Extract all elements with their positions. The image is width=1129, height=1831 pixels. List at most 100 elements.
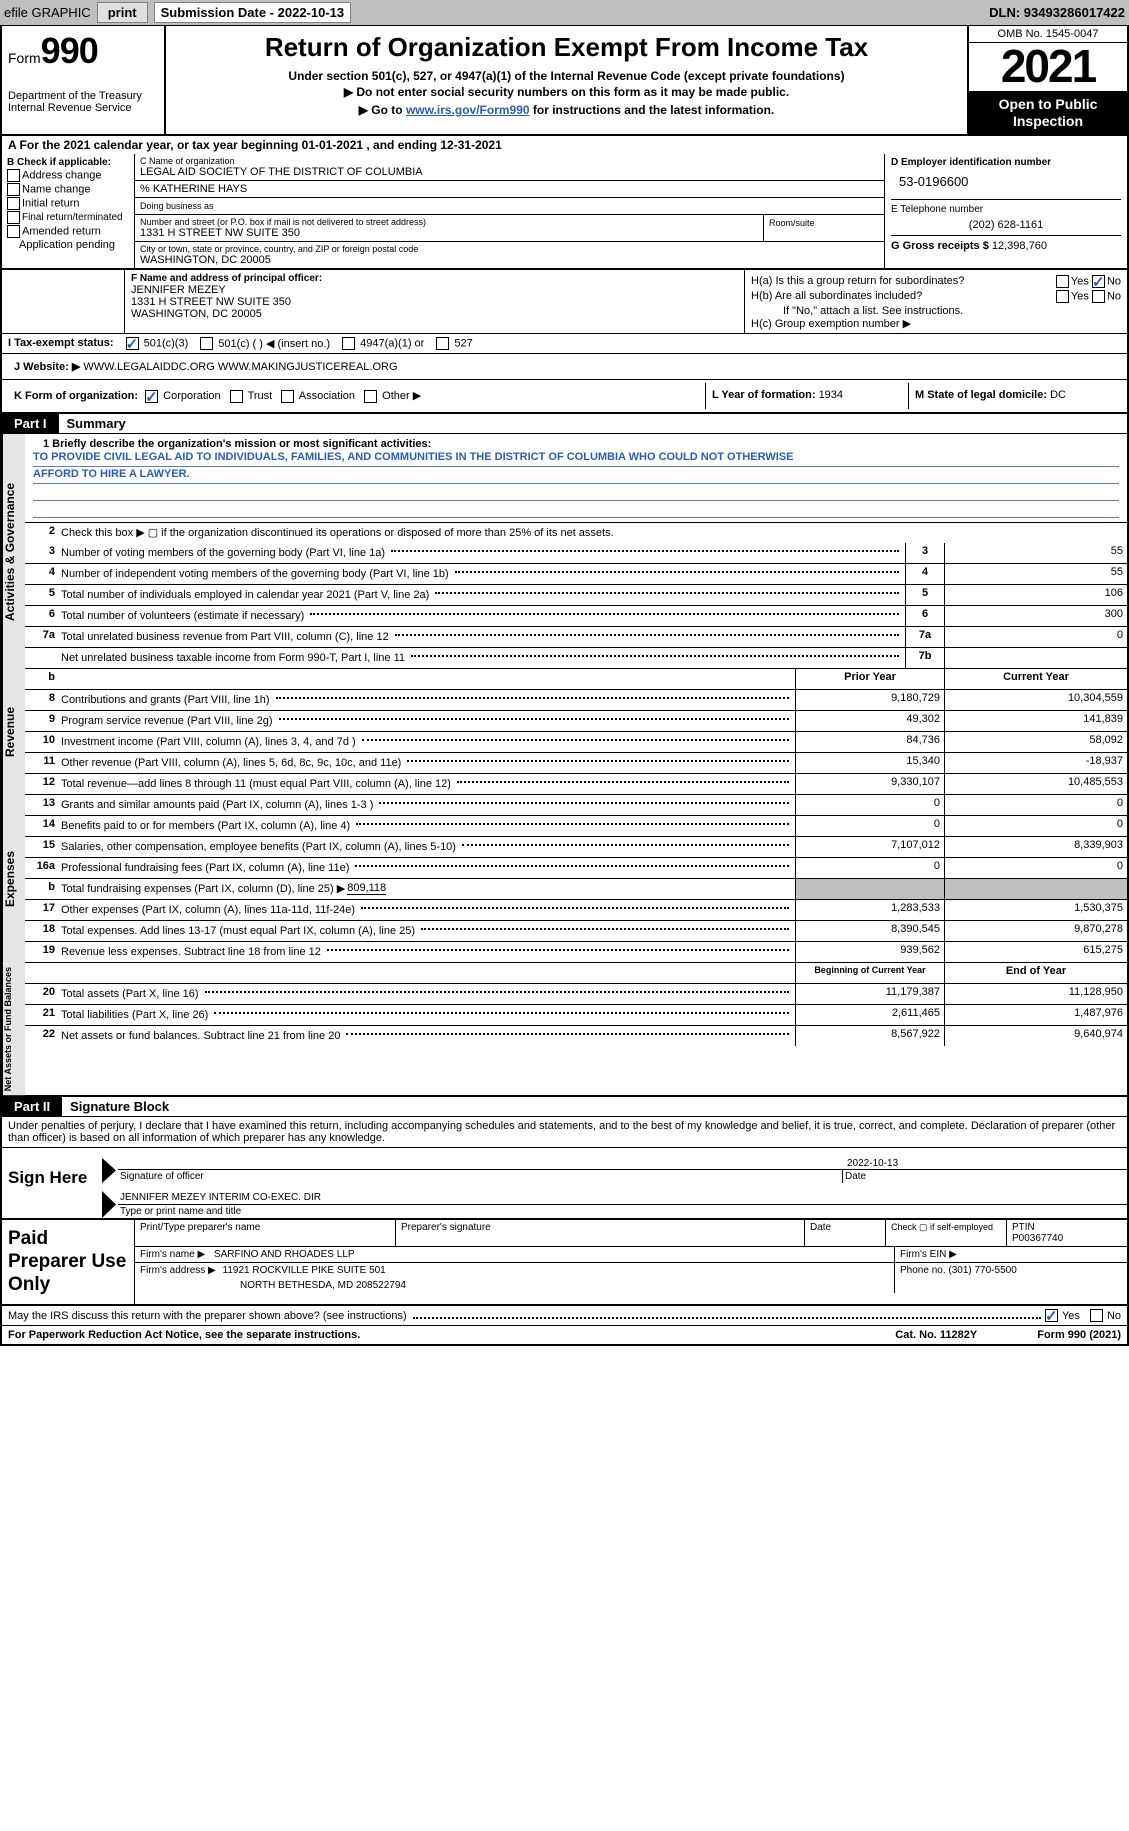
row-box: 4 xyxy=(905,564,944,584)
m-lbl: M State of legal domicile: xyxy=(915,389,1050,401)
row-desc: Total assets (Part X, line 16) xyxy=(59,984,795,1004)
yes-lbl: Yes xyxy=(1071,275,1089,287)
chk-amended-lbl: Amended return xyxy=(22,225,101,237)
street-lbl: Number and street (or P.O. box if mail i… xyxy=(140,217,758,227)
lbl-assoc: Association xyxy=(299,390,355,402)
box-b-label: B Check if applicable: xyxy=(7,157,129,168)
footer-right: Form 990 (2021) xyxy=(1037,1329,1121,1341)
sign-here-lbl: Sign Here xyxy=(2,1148,102,1218)
firm-name-lbl: Firm's name ▶ xyxy=(140,1249,205,1260)
ha-lbl: H(a) Is this a group return for subordin… xyxy=(751,275,1056,287)
chk-501c[interactable] xyxy=(200,337,213,350)
row-desc: Salaries, other compensation, employee b… xyxy=(59,837,795,857)
submission-date-box: Submission Date - 2022-10-13 xyxy=(154,2,352,23)
vtab-gov: Activities & Governance xyxy=(2,434,25,669)
form-990: 990 xyxy=(41,30,98,71)
chk-corp[interactable] xyxy=(145,390,158,403)
rev-section: Revenue b Prior Year Current Year 8Contr… xyxy=(0,669,1129,795)
irs-label: Internal Revenue Service xyxy=(8,102,158,114)
org-name: LEGAL AID SOCIETY OF THE DISTRICT OF COL… xyxy=(140,166,879,178)
sig-date-lbl: Date xyxy=(842,1170,1127,1183)
chk-amended[interactable]: Amended return xyxy=(7,225,129,238)
row-num: 11 xyxy=(25,753,59,773)
table-row: 13Grants and similar amounts paid (Part … xyxy=(25,795,1127,816)
print-button[interactable]: print xyxy=(97,2,148,23)
row-desc: Total number of individuals employed in … xyxy=(59,585,905,605)
line16b-text: Total fundraising expenses (Part IX, col… xyxy=(61,882,345,895)
ha-no[interactable] xyxy=(1092,275,1105,288)
discuss-yes[interactable] xyxy=(1045,1309,1058,1322)
row-prior: 0 xyxy=(795,795,944,815)
row-box: 3 xyxy=(905,543,944,563)
row-prior: 15,340 xyxy=(795,753,944,773)
chk-final[interactable]: Final return/terminated xyxy=(7,211,129,224)
row-desc: Investment income (Part VIII, column (A)… xyxy=(59,732,795,752)
l-val: 1934 xyxy=(819,389,843,401)
efile-label: efile GRAPHIC xyxy=(4,5,91,20)
row-val: 55 xyxy=(944,543,1127,563)
line2: 2 Check this box ▶ ▢ if the organization… xyxy=(25,523,1127,543)
firm-addr2: NORTH BETHESDA, MD 208522794 xyxy=(240,1280,889,1291)
table-row: 6Total number of volunteers (estimate if… xyxy=(25,606,1127,627)
gov-section: Activities & Governance 1 Briefly descri… xyxy=(0,434,1129,669)
row-num: 21 xyxy=(25,1005,59,1025)
row-desc: Benefits paid to or for members (Part IX… xyxy=(59,816,795,836)
chk-527[interactable] xyxy=(436,337,449,350)
chk-4947[interactable] xyxy=(342,337,355,350)
chk-address[interactable]: Address change xyxy=(7,169,129,182)
pp-date-lbl: Date xyxy=(805,1220,886,1246)
discuss-no[interactable] xyxy=(1090,1309,1103,1322)
officer-name: JENNIFER MEZEY xyxy=(131,284,738,296)
row-current: 1,487,976 xyxy=(944,1005,1127,1025)
row-num: 9 xyxy=(25,711,59,731)
hb-no[interactable] xyxy=(1092,290,1105,303)
paid-preparer-block: Paid Preparer Use Only Print/Type prepar… xyxy=(0,1220,1129,1306)
chk-assoc[interactable] xyxy=(281,390,294,403)
firm-addr-lbl: Firm's address ▶ xyxy=(140,1265,216,1276)
chk-pending-lbl: Application pending xyxy=(19,239,115,251)
part2-title: Signature Block xyxy=(62,1097,177,1116)
hb-note: If "No," attach a list. See instructions… xyxy=(751,305,1121,317)
part2-number: Part II xyxy=(2,1097,62,1116)
form-header: Form990 Department of the Treasury Inter… xyxy=(0,25,1129,136)
chk-pending[interactable]: Application pending xyxy=(19,239,129,251)
room-lbl: Room/suite xyxy=(769,218,815,228)
row-num: 13 xyxy=(25,795,59,815)
phone-val: (202) 628-1161 xyxy=(891,219,1121,231)
j-val: WWW.LEGALAIDDC.ORG WWW.MAKINGJUSTICEREAL… xyxy=(83,361,397,373)
ha-yes[interactable] xyxy=(1056,275,1069,288)
irs-link[interactable]: www.irs.gov/Form990 xyxy=(406,103,530,117)
signer-name: JENNIFER MEZEY INTERIM CO-EXEC. DIR xyxy=(118,1191,1127,1205)
box-h: H(a) Is this a group return for subordin… xyxy=(745,270,1127,333)
chk-initial[interactable]: Initial return xyxy=(7,197,129,210)
chk-final-lbl: Final return/terminated xyxy=(22,212,123,223)
m-val: DC xyxy=(1050,389,1066,401)
ein-lbl: D Employer identification number xyxy=(891,157,1121,168)
table-row: 20Total assets (Part X, line 16)11,179,3… xyxy=(25,984,1127,1005)
city-val: WASHINGTON, DC 20005 xyxy=(140,254,879,266)
table-row: 17Other expenses (Part IX, column (A), l… xyxy=(25,900,1127,921)
firm-phone: Phone no. (301) 770-5500 xyxy=(895,1263,1127,1293)
chk-name[interactable]: Name change xyxy=(7,183,129,196)
row-current: 1,530,375 xyxy=(944,900,1127,920)
row-val: 300 xyxy=(944,606,1127,626)
sig-officer-lbl: Signature of officer xyxy=(118,1170,842,1183)
form-word: Form xyxy=(8,50,41,66)
row-desc: Number of independent voting members of … xyxy=(59,564,905,584)
row-num: 22 xyxy=(25,1026,59,1046)
row-num: 12 xyxy=(25,774,59,794)
header-right: OMB No. 1545-0047 2021 Open to Public In… xyxy=(967,26,1127,134)
row-current: 8,339,903 xyxy=(944,837,1127,857)
discuss-yes-lbl: Yes xyxy=(1062,1310,1080,1322)
table-row: 3Number of voting members of the governi… xyxy=(25,543,1127,564)
sign-here-block: Sign Here 2022-10-13 Signature of office… xyxy=(0,1148,1129,1220)
table-row: 22Net assets or fund balances. Subtract … xyxy=(25,1026,1127,1046)
chk-trust[interactable] xyxy=(230,390,243,403)
calendar-year-row: A For the 2021 calendar year, or tax yea… xyxy=(0,136,1129,154)
box-d-e-g: D Employer identification number 53-0196… xyxy=(885,154,1127,268)
chk-501c3[interactable] xyxy=(126,337,139,350)
dba-row: Doing business as xyxy=(135,198,884,215)
chk-other[interactable] xyxy=(364,390,377,403)
hb-yes[interactable] xyxy=(1056,290,1069,303)
row-num: 19 xyxy=(25,942,59,962)
